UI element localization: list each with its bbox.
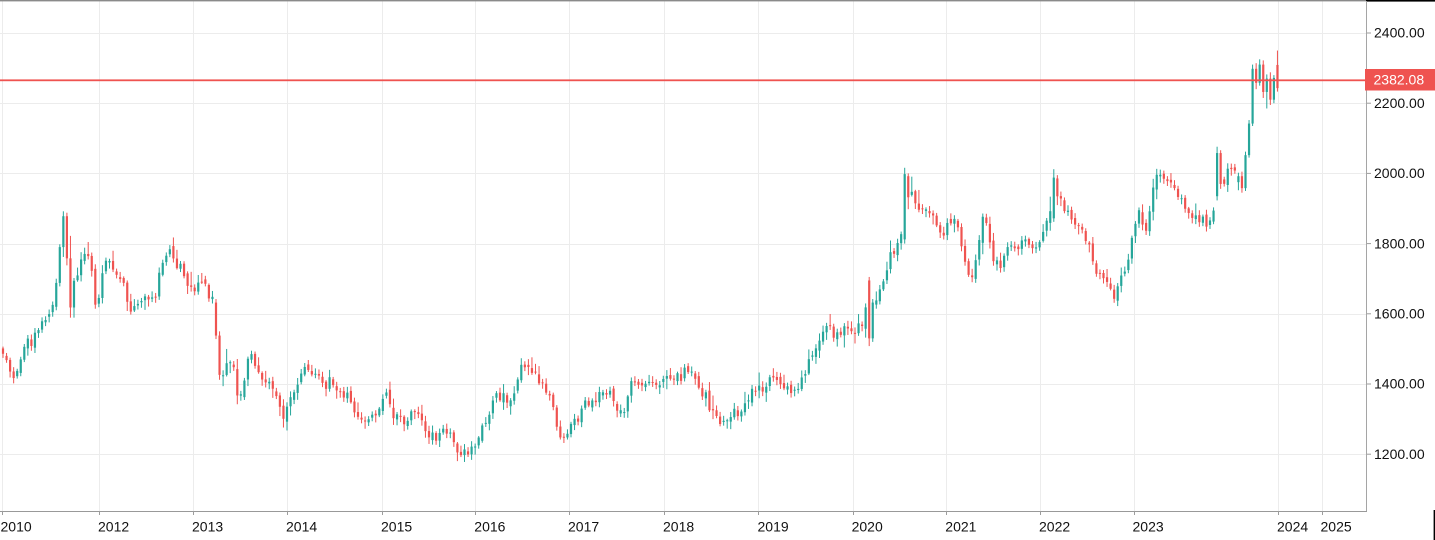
svg-text:2015: 2015 <box>381 519 412 535</box>
svg-text:2382.08: 2382.08 <box>1374 72 1425 88</box>
svg-text:1400.00: 1400.00 <box>1374 376 1425 392</box>
svg-text:2012: 2012 <box>98 519 129 535</box>
svg-text:1600.00: 1600.00 <box>1374 306 1425 322</box>
svg-text:2000.00: 2000.00 <box>1374 165 1425 181</box>
svg-text:2017: 2017 <box>568 519 599 535</box>
svg-text:2013: 2013 <box>192 519 223 535</box>
svg-text:2016: 2016 <box>474 519 505 535</box>
svg-text:2021: 2021 <box>945 519 976 535</box>
svg-text:2023: 2023 <box>1133 519 1164 535</box>
svg-text:2400.00: 2400.00 <box>1374 25 1425 41</box>
svg-text:2020: 2020 <box>852 519 883 535</box>
svg-text:1800.00: 1800.00 <box>1374 235 1425 251</box>
svg-text:2024: 2024 <box>1277 519 1308 535</box>
svg-text:2014: 2014 <box>286 519 317 535</box>
svg-text:2025: 2025 <box>1321 519 1352 535</box>
svg-text:2200.00: 2200.00 <box>1374 95 1425 111</box>
svg-text:1200.00: 1200.00 <box>1374 446 1425 462</box>
svg-text:2022: 2022 <box>1039 519 1070 535</box>
svg-text:2018: 2018 <box>663 519 694 535</box>
svg-text:2010: 2010 <box>1 519 32 535</box>
svg-text:2019: 2019 <box>758 519 789 535</box>
